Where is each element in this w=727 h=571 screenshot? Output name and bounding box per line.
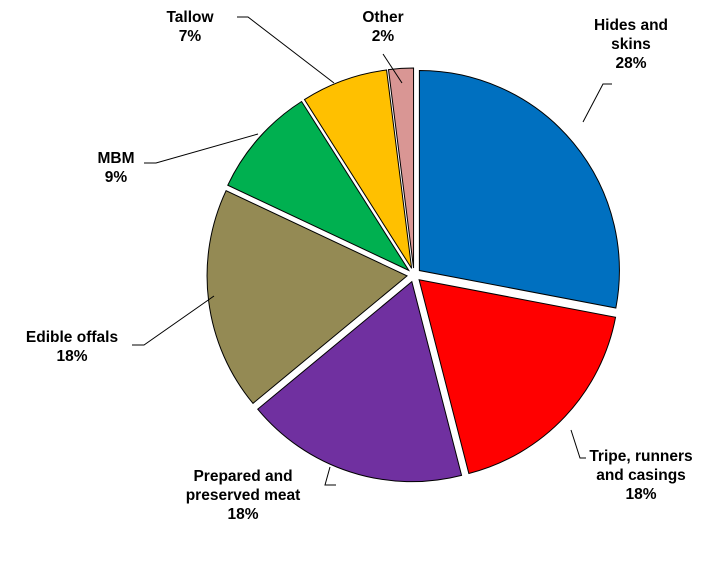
category-label-line: preserved meat (186, 487, 301, 504)
category-label-line: skins (611, 36, 651, 53)
leader-line-mbm (144, 133, 259, 164)
leader-line-prepared-and-preserved-meat (324, 466, 336, 486)
value-label: 18% (625, 486, 656, 503)
data-label-prepared-and-preserved-meat: Prepared and preserved meat 18% (186, 468, 301, 523)
value-label: 7% (179, 28, 202, 45)
value-label: 9% (105, 169, 128, 186)
category-label-line: Tallow (166, 9, 214, 26)
leader-lines-layer (132, 16, 612, 486)
value-label: 2% (372, 28, 395, 45)
data-label-tripe-runners-and-casings: Tripe, runners and casings 18% (589, 448, 692, 503)
leader-line-tripe-runners-and-casings (570, 429, 586, 459)
data-label-mbm: MBM 9% (97, 150, 134, 186)
pie-slice-tripe-runners-and-casings (418, 279, 617, 475)
value-label: 18% (56, 348, 87, 365)
data-label-edible-offals: Edible offals 18% (26, 329, 118, 365)
leader-line-other (382, 53, 403, 84)
category-label-line: Edible offals (26, 329, 118, 346)
category-label-line: and casings (596, 467, 686, 484)
leader-line-tallow (237, 16, 335, 84)
pie-slice-mbm (227, 100, 411, 272)
category-label-line: Other (362, 9, 403, 26)
category-label-line: Tripe, runners (589, 448, 692, 465)
category-label-line: Prepared and (193, 468, 292, 485)
pie-slice-other (387, 67, 415, 269)
value-label: 28% (615, 55, 646, 72)
pie-slice-edible-offals (206, 190, 408, 405)
pie-slice-tallow (303, 69, 413, 269)
leader-line-hides-and-skins (582, 83, 612, 123)
slices-layer (206, 67, 620, 483)
category-label-line: MBM (97, 150, 134, 167)
leader-line-edible-offals (132, 295, 215, 346)
data-label-hides-and-skins: Hides and skins 28% (594, 17, 668, 72)
value-label: 18% (227, 506, 258, 523)
data-label-other: Other 2% (362, 9, 403, 45)
category-label-line: Hides and (594, 17, 668, 34)
labels-layer: Hides and skins 28% Tripe, runners and casin… (26, 9, 693, 523)
data-label-tallow: Tallow 7% (166, 9, 214, 45)
pie-slice-hides-and-skins (418, 70, 620, 309)
pie-slice-prepared-and-preserved-meat (257, 280, 463, 483)
